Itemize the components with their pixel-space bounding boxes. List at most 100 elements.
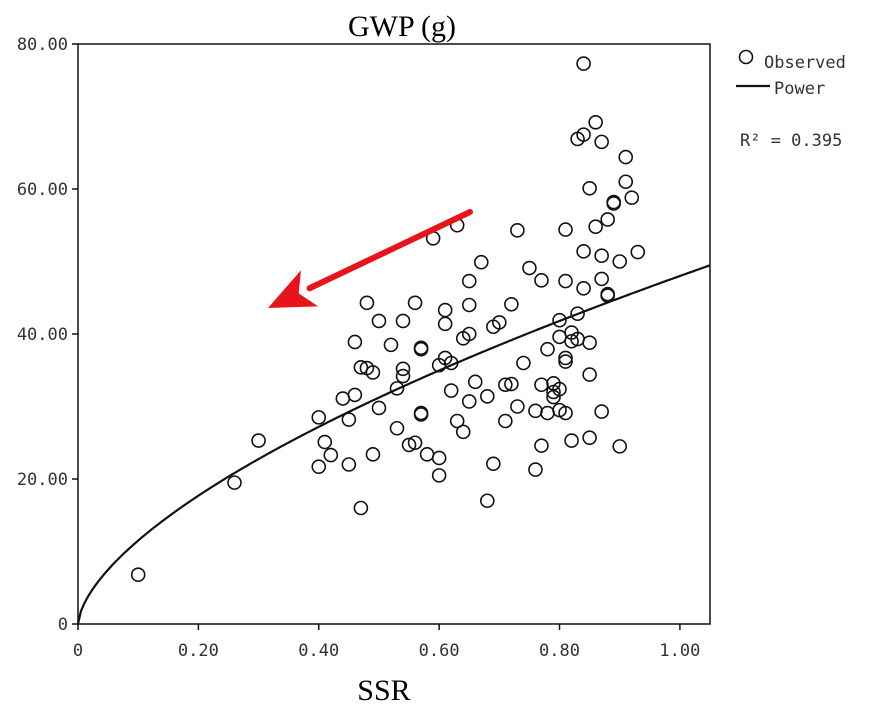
data-point bbox=[389, 381, 405, 396]
legend-observed-marker bbox=[738, 49, 754, 65]
data-point bbox=[130, 567, 146, 583]
data-point bbox=[395, 313, 411, 329]
data-point bbox=[630, 244, 646, 260]
data-point bbox=[383, 337, 399, 353]
legend-power-label: Power bbox=[774, 79, 825, 99]
data-point bbox=[594, 271, 609, 287]
data-point bbox=[449, 413, 465, 429]
y-tick-label: 20.00 bbox=[17, 470, 68, 490]
r-squared-label: R² = 0.395 bbox=[740, 131, 842, 151]
data-point bbox=[582, 430, 597, 445]
data-point bbox=[576, 244, 591, 259]
data-point bbox=[600, 212, 615, 227]
y-tick-label: 40.00 bbox=[17, 325, 68, 345]
data-point bbox=[455, 424, 471, 440]
data-point bbox=[522, 260, 537, 276]
data-point bbox=[504, 296, 519, 312]
data-point bbox=[588, 219, 603, 234]
data-point bbox=[461, 394, 477, 409]
data-point bbox=[395, 361, 411, 377]
data-point bbox=[558, 354, 573, 369]
data-point bbox=[516, 355, 531, 371]
data-point bbox=[461, 273, 477, 289]
data-point bbox=[443, 383, 459, 398]
y-tick-label: 60.00 bbox=[17, 180, 68, 200]
data-point bbox=[534, 273, 549, 288]
data-point bbox=[371, 313, 387, 329]
data-point bbox=[365, 447, 381, 462]
red-arrow-annotation bbox=[268, 209, 473, 308]
data-point bbox=[323, 447, 339, 463]
data-point bbox=[558, 273, 573, 289]
data-point bbox=[594, 248, 609, 263]
data-point bbox=[576, 281, 591, 296]
data-point bbox=[227, 475, 242, 490]
data-point bbox=[612, 439, 628, 454]
data-point bbox=[395, 368, 411, 384]
data-point bbox=[431, 468, 447, 483]
data-point bbox=[534, 377, 549, 393]
data-point bbox=[558, 405, 573, 421]
data-point bbox=[479, 389, 495, 404]
data-point bbox=[576, 56, 591, 71]
data-point bbox=[576, 127, 591, 142]
data-point bbox=[486, 456, 501, 472]
x-tick-label: 0.20 bbox=[178, 641, 219, 661]
data-point bbox=[365, 365, 381, 380]
data-point bbox=[600, 286, 615, 302]
data-point bbox=[467, 374, 483, 390]
data-point bbox=[479, 493, 495, 509]
data-point bbox=[347, 387, 363, 403]
data-point bbox=[570, 306, 585, 322]
data-point bbox=[341, 457, 357, 472]
data-point bbox=[431, 450, 447, 466]
power-fit-line bbox=[76, 264, 711, 625]
data-point bbox=[588, 115, 603, 130]
chart-title: GWP (g) bbox=[348, 10, 456, 43]
data-point bbox=[461, 297, 477, 313]
data-point bbox=[558, 350, 573, 366]
data-point bbox=[437, 316, 453, 332]
x-tick-label: 1.00 bbox=[659, 641, 700, 661]
data-point bbox=[624, 190, 640, 205]
legend-observed-label: Observed bbox=[764, 53, 846, 73]
data-point bbox=[594, 404, 609, 419]
data-point bbox=[437, 302, 453, 318]
y-tick-label: 80.00 bbox=[17, 35, 68, 55]
data-point bbox=[419, 447, 435, 462]
data-point bbox=[582, 367, 597, 382]
data-point bbox=[540, 341, 555, 357]
data-point bbox=[311, 410, 327, 425]
data-point bbox=[389, 420, 405, 436]
data-point bbox=[582, 335, 597, 351]
data-point bbox=[461, 326, 477, 342]
x-tick-label: 0 bbox=[73, 641, 83, 661]
data-point bbox=[582, 180, 597, 196]
data-point bbox=[606, 196, 621, 211]
x-tick-label: 0.40 bbox=[298, 641, 339, 661]
x-axis-title: SSR bbox=[357, 674, 410, 707]
data-point bbox=[618, 149, 634, 165]
data-point bbox=[311, 459, 327, 474]
data-point bbox=[407, 295, 423, 311]
arrow-shaft bbox=[306, 209, 473, 292]
x-tick-label: 0.80 bbox=[539, 641, 580, 661]
data-point bbox=[413, 340, 429, 356]
data-point bbox=[552, 329, 567, 345]
data-point bbox=[564, 333, 579, 349]
data-point bbox=[347, 334, 363, 350]
data-point bbox=[498, 377, 513, 393]
data-point bbox=[498, 413, 513, 429]
data-point bbox=[558, 222, 573, 237]
data-point bbox=[510, 399, 525, 414]
data-point bbox=[371, 400, 387, 416]
data-point bbox=[492, 315, 507, 330]
plot-frame bbox=[77, 43, 711, 625]
data-point bbox=[317, 434, 333, 450]
data-point bbox=[251, 433, 266, 448]
data-point bbox=[552, 312, 567, 328]
data-point bbox=[359, 295, 375, 311]
data-point bbox=[564, 433, 579, 448]
